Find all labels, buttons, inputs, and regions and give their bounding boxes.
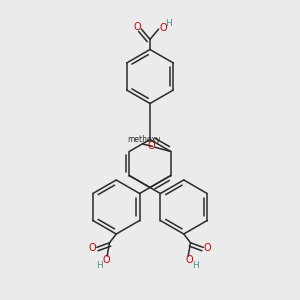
Text: O: O [102, 255, 110, 265]
Text: O: O [159, 23, 167, 33]
Text: H: H [166, 19, 172, 28]
Text: O: O [185, 255, 193, 265]
Text: H: H [192, 261, 199, 270]
Text: O: O [89, 243, 96, 253]
Text: O: O [147, 141, 155, 151]
Text: O: O [133, 22, 141, 32]
Text: methoxy: methoxy [127, 135, 160, 144]
Text: O: O [204, 243, 211, 253]
Text: H: H [97, 261, 103, 270]
